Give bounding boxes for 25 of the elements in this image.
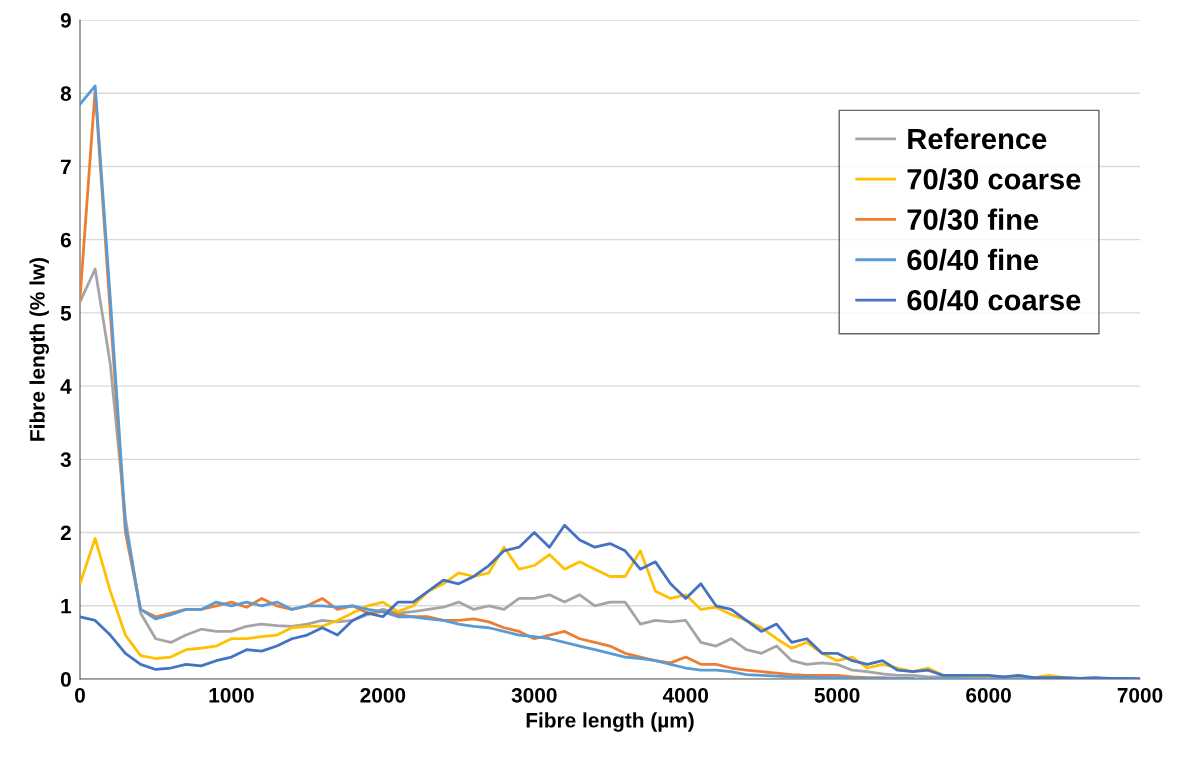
legend-label: 70/30 fine: [907, 208, 1039, 231]
y-tick-label: 6: [60, 232, 71, 248]
y-tick-label: 2: [60, 525, 71, 541]
legend-label: 70/30 coarse: [907, 168, 1081, 190]
legend-label: 60/40 fine: [907, 248, 1039, 271]
x-tick-label: 7000: [1117, 687, 1163, 703]
x-tick-label: 0: [75, 687, 85, 703]
x-axis-title: Fibre length (µm): [526, 712, 694, 732]
legend-label: 60/40 coarse: [907, 289, 1081, 311]
x-tick-label: 2000: [360, 687, 406, 703]
x-tick-label: 4000: [662, 687, 709, 703]
y-tick-label: 3: [60, 452, 71, 468]
x-tick-label: 5000: [814, 687, 860, 703]
x-tick-label: 1000: [209, 687, 254, 703]
x-tick-label: 6000: [966, 687, 1011, 703]
y-tick-label: 4: [60, 379, 72, 394]
y-tick-label: 1: [61, 598, 72, 614]
y-tick-label: 8: [60, 86, 72, 101]
y-tick-label: 9: [60, 13, 71, 28]
y-tick-label: 7: [60, 159, 71, 174]
y-tick-label: 5: [60, 306, 72, 321]
x-tick-label: 3000: [511, 687, 557, 703]
legend-label: Reference: [908, 127, 1047, 150]
y-tick-label: 0: [60, 672, 71, 687]
y-axis-title: Fibre length (% lw): [29, 257, 49, 441]
